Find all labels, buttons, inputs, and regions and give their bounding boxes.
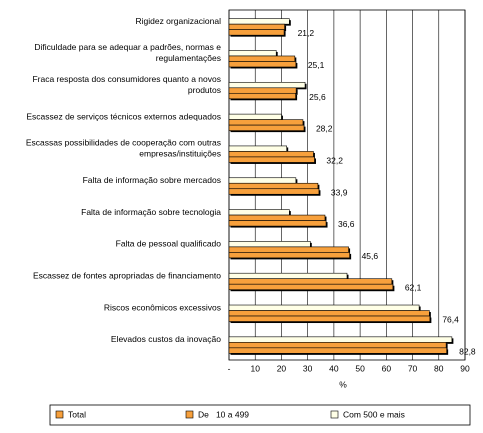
bar: [228, 252, 350, 259]
legend-swatch: [55, 410, 64, 419]
category-label: Dificuldade para se adequar a padrões, n…: [34, 42, 221, 63]
bar: [228, 81, 306, 89]
bar: [228, 29, 285, 36]
x-tick-label: 70: [408, 363, 418, 373]
x-tick-label: 40: [329, 363, 339, 373]
category-label: Falta de pessoal qualificado: [116, 239, 222, 249]
bar: [228, 214, 326, 221]
bar: [228, 55, 296, 62]
x-tick-label: 50: [355, 363, 365, 373]
x-tick-label: 60: [382, 363, 392, 373]
category-label: Fraca resposta dos consumidores quanto a…: [32, 74, 221, 95]
category-label: Escassas possibilidades de cooperação co…: [26, 138, 221, 159]
category-label: Falta de informação sobre tecnologia: [81, 207, 221, 217]
bar: [228, 23, 285, 30]
legend-label: Com 500 e mais: [343, 409, 405, 419]
data-label: 45,6: [362, 251, 379, 261]
category-label: Escassez de fontes apropriadas de financ…: [33, 271, 221, 281]
category-label: Rigidez organizacional: [135, 16, 221, 26]
bar: [228, 50, 277, 57]
bar: [228, 61, 297, 68]
legend-swatch: [330, 410, 339, 419]
legend-label: Total: [68, 409, 86, 419]
x-tick-label: 10: [250, 363, 260, 373]
bar: [228, 278, 393, 285]
data-label: 76,4: [442, 315, 459, 325]
x-tick-label: 90: [460, 363, 470, 373]
x-tick-label: -: [228, 363, 231, 373]
data-label: 62,1: [405, 283, 422, 293]
bar: [228, 188, 320, 195]
bar: [228, 87, 297, 94]
bar: [228, 156, 315, 163]
legend-label: De 10 a 499: [198, 409, 249, 419]
bar: [228, 336, 453, 343]
data-label: 25,6: [309, 92, 326, 102]
bar: [228, 151, 314, 158]
x-tick-label: 80: [434, 363, 444, 373]
bar: [228, 283, 394, 291]
bar: [228, 145, 287, 152]
bar: [228, 18, 290, 25]
bar: [228, 347, 447, 354]
data-label: 82,8: [459, 346, 476, 356]
data-label: 28,2: [316, 124, 333, 134]
data-label: 36,6: [338, 219, 355, 229]
bar: [228, 92, 296, 100]
category-label: Elevados custos da inovação: [111, 334, 221, 344]
bar: [228, 220, 327, 227]
legend: [49, 404, 471, 426]
bar: [228, 246, 349, 253]
x-tick-label: 20: [277, 363, 287, 373]
bar: [228, 304, 420, 311]
bar: [228, 182, 319, 190]
bar: [228, 241, 311, 248]
x-tick-label: 30: [303, 363, 313, 373]
bar: [228, 272, 348, 280]
category-label: Escassez de serviços técnicos externos a…: [26, 112, 221, 122]
bar: [228, 342, 447, 349]
category-label: Falta de informação sobre mercados: [83, 175, 221, 185]
data-label: 21,2: [298, 28, 315, 38]
x-axis-label: %: [339, 379, 347, 389]
data-label: 33,9: [331, 187, 348, 197]
bar: [228, 209, 290, 216]
category-label: Riscos econômicos excessivos: [104, 303, 221, 313]
data-label: 32,2: [326, 155, 343, 165]
bar: [228, 177, 297, 184]
bar: [228, 310, 430, 317]
data-label: 25,1: [308, 60, 325, 70]
bar: [228, 113, 282, 120]
bar: [228, 124, 305, 131]
bar: [228, 119, 304, 126]
legend-swatch: [185, 410, 194, 419]
bar: [228, 315, 431, 322]
